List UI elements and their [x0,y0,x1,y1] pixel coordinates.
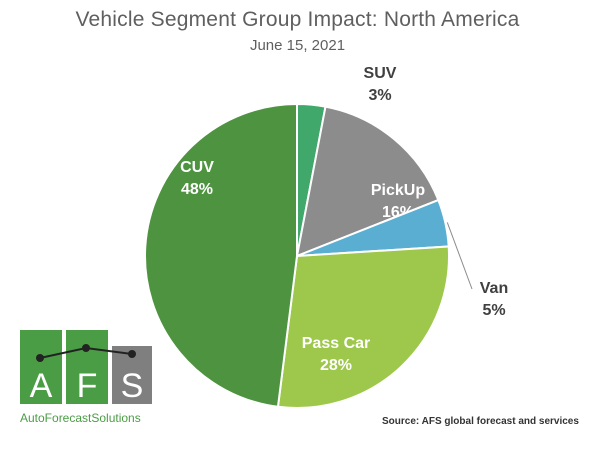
pie-slice-cuv [144,102,298,408]
logo-letter-a: A [30,367,53,405]
afs-logo: A F S AutoForecastSolutions [20,330,152,425]
leader-line-van [446,222,473,290]
slice-name-label: CUV [180,159,214,176]
logo-dot-3 [128,350,136,358]
slice-value-label: 5% [482,302,505,319]
slice-name-label: SUV [364,65,397,82]
slice-name-label: Van [480,280,508,297]
logo-letter-s: S [121,367,144,405]
logo-dot-2 [82,344,90,352]
slice-value-label: 3% [368,87,391,104]
chart-title: Vehicle Segment Group Impact: North Amer… [75,8,520,31]
logo-bar-f [66,330,108,404]
slice-name-label: Pass Car [302,335,371,352]
pie-slice-pass-car [276,245,450,409]
pie-slice-pickup [295,105,440,258]
source-note: Source: AFS global forecast and services [382,416,579,427]
logo-bar-a [20,330,62,404]
slice-value-label: 28% [320,357,352,374]
slice-value-label: 48% [181,181,213,198]
logo-dot-1 [36,354,44,362]
logo-letter-f: F [77,367,98,405]
chart-subtitle: June 15, 2021 [249,37,346,54]
slice-name-label: PickUp [371,182,425,199]
logo-tagline: AutoForecastSolutions [20,411,141,425]
